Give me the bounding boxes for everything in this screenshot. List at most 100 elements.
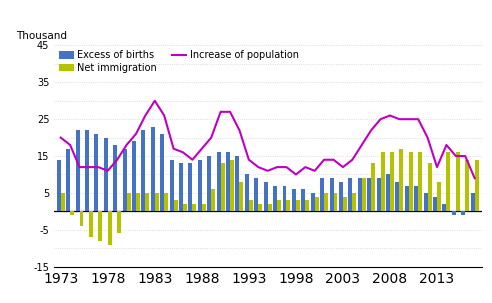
- Bar: [216, 152, 220, 211]
- Bar: [136, 193, 140, 211]
- Increase of population: [227, 110, 233, 114]
- Bar: [330, 178, 334, 211]
- Line: Increase of population: Increase of population: [61, 101, 475, 178]
- Bar: [352, 193, 356, 211]
- Increase of population: [274, 165, 280, 169]
- Bar: [174, 200, 178, 211]
- Increase of population: [340, 165, 346, 169]
- Bar: [301, 189, 306, 211]
- Increase of population: [331, 158, 337, 161]
- Bar: [183, 204, 187, 211]
- Bar: [89, 211, 93, 237]
- Bar: [396, 182, 400, 211]
- Increase of population: [415, 117, 421, 121]
- Increase of population: [189, 158, 195, 161]
- Bar: [258, 204, 262, 211]
- Increase of population: [453, 154, 459, 158]
- Bar: [465, 160, 469, 211]
- Bar: [286, 200, 290, 211]
- Increase of population: [397, 117, 402, 121]
- Bar: [273, 185, 277, 211]
- Bar: [282, 185, 286, 211]
- Bar: [108, 211, 112, 245]
- Bar: [145, 193, 150, 211]
- Increase of population: [237, 128, 243, 132]
- Increase of population: [265, 169, 271, 173]
- Bar: [249, 200, 253, 211]
- Bar: [452, 211, 456, 215]
- Increase of population: [67, 143, 73, 147]
- Bar: [70, 211, 74, 215]
- Increase of population: [142, 114, 148, 117]
- Increase of population: [293, 173, 299, 176]
- Increase of population: [199, 147, 205, 151]
- Bar: [170, 160, 174, 211]
- Increase of population: [283, 165, 289, 169]
- Bar: [390, 152, 394, 211]
- Bar: [113, 145, 117, 211]
- Increase of population: [434, 165, 440, 169]
- Bar: [117, 211, 121, 233]
- Bar: [405, 185, 409, 211]
- Increase of population: [255, 165, 261, 169]
- Bar: [155, 193, 159, 211]
- Increase of population: [123, 143, 129, 147]
- Bar: [306, 200, 309, 211]
- Bar: [188, 163, 192, 211]
- Increase of population: [462, 154, 468, 158]
- Bar: [236, 156, 240, 211]
- Increase of population: [425, 136, 430, 139]
- Bar: [123, 149, 126, 211]
- Bar: [380, 152, 385, 211]
- Increase of population: [472, 176, 478, 180]
- Increase of population: [406, 117, 412, 121]
- Bar: [296, 200, 300, 211]
- Bar: [192, 204, 196, 211]
- Increase of population: [359, 143, 365, 147]
- Bar: [461, 211, 465, 215]
- Bar: [211, 189, 215, 211]
- Increase of population: [443, 143, 449, 147]
- Bar: [141, 130, 145, 211]
- Increase of population: [133, 132, 139, 136]
- Bar: [207, 156, 211, 211]
- Bar: [292, 189, 296, 211]
- Increase of population: [58, 136, 63, 139]
- Bar: [104, 138, 108, 211]
- Bar: [418, 152, 422, 211]
- Bar: [57, 160, 61, 211]
- Bar: [371, 163, 375, 211]
- Bar: [230, 160, 234, 211]
- Increase of population: [377, 117, 383, 121]
- Increase of population: [321, 158, 327, 161]
- Bar: [433, 197, 437, 211]
- Text: Thousand: Thousand: [16, 31, 66, 41]
- Increase of population: [161, 114, 167, 117]
- Bar: [442, 204, 446, 211]
- Increase of population: [349, 158, 355, 161]
- Increase of population: [387, 114, 393, 117]
- Bar: [367, 178, 371, 211]
- Bar: [226, 152, 230, 211]
- Increase of population: [114, 158, 120, 161]
- Bar: [85, 130, 89, 211]
- Bar: [151, 127, 155, 211]
- Increase of population: [180, 151, 186, 154]
- Bar: [348, 178, 352, 211]
- Bar: [240, 182, 244, 211]
- Increase of population: [152, 99, 158, 102]
- Bar: [343, 197, 347, 211]
- Bar: [94, 134, 98, 211]
- Bar: [132, 141, 136, 211]
- Bar: [264, 182, 268, 211]
- Bar: [61, 193, 64, 211]
- Bar: [428, 163, 431, 211]
- Bar: [98, 211, 102, 241]
- Increase of population: [312, 169, 318, 173]
- Increase of population: [217, 110, 223, 114]
- Bar: [198, 160, 202, 211]
- Bar: [437, 182, 441, 211]
- Increase of population: [95, 165, 101, 169]
- Increase of population: [303, 165, 308, 169]
- Bar: [362, 178, 366, 211]
